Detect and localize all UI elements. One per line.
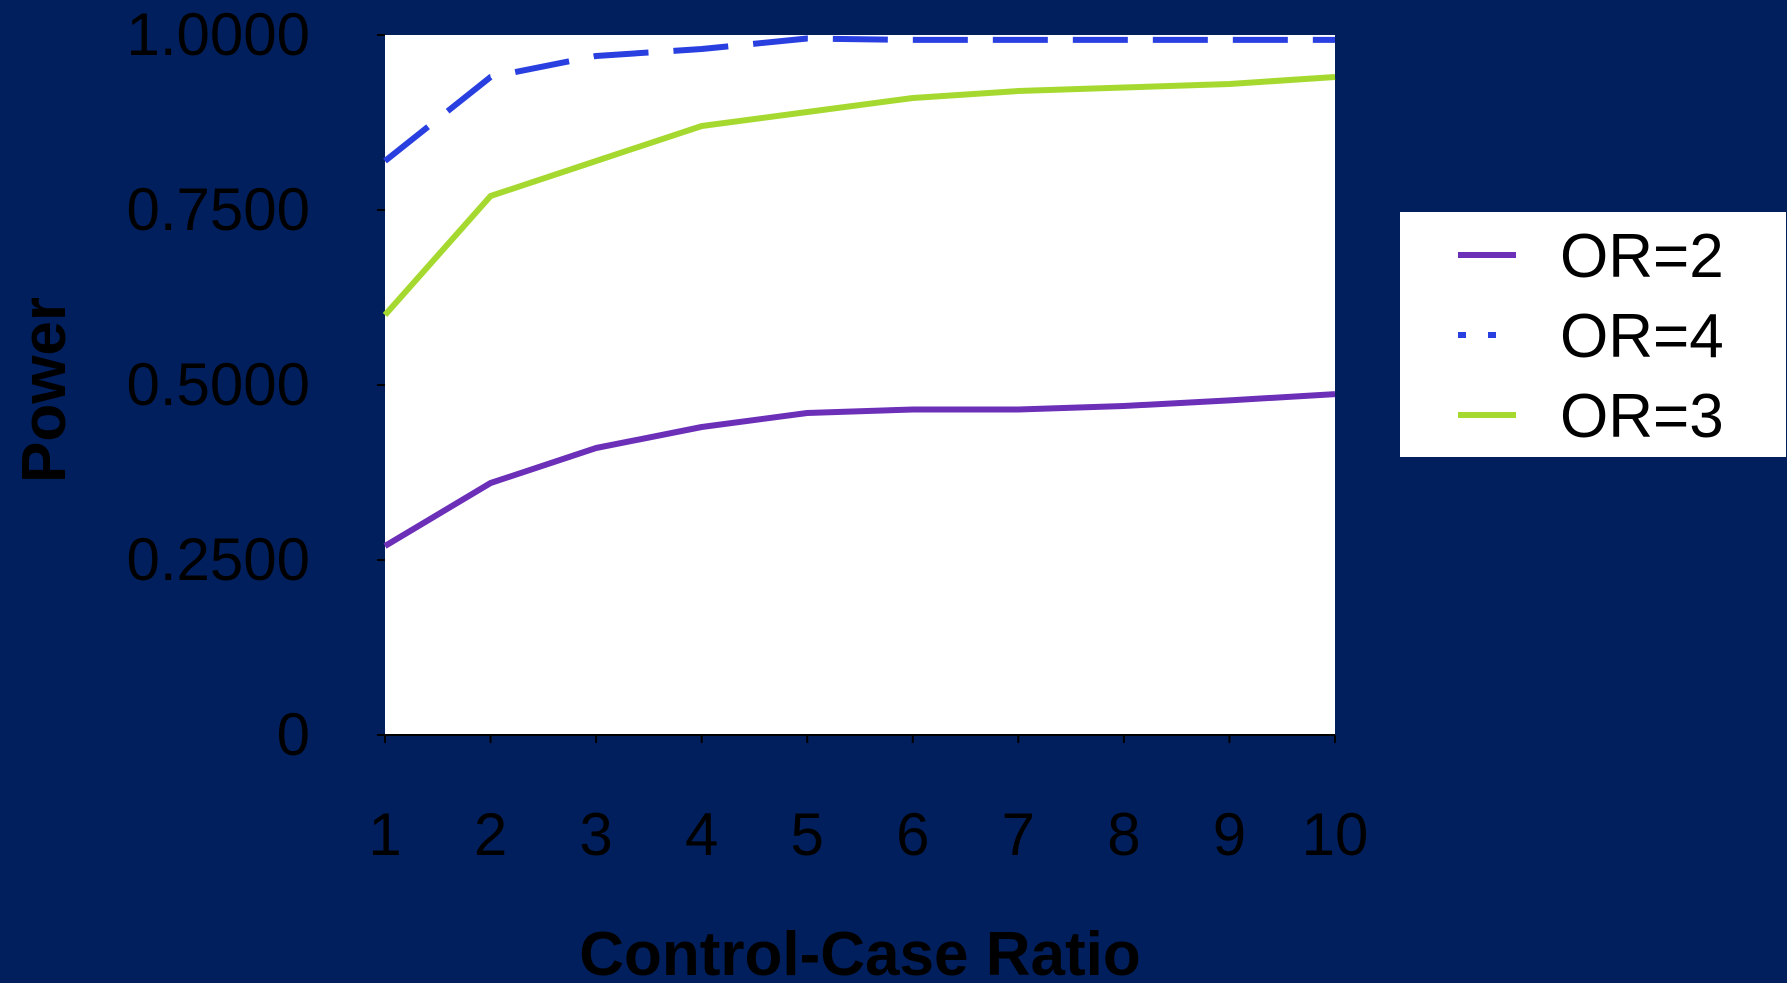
legend-label-or-2: OR=2 (1560, 222, 1724, 291)
x-tick-label: 1 (368, 801, 401, 868)
series-line-or-2 (383, 391, 1336, 549)
y-tick-label: 0.5000 (126, 351, 310, 418)
y-axis: 0 0.2500 0.5000 0.7500 1.0000 (126, 1, 385, 768)
y-tick-label: 0.2500 (126, 526, 310, 593)
x-tick-label: 2 (474, 801, 507, 868)
y-axis-title: Power (10, 297, 79, 483)
legend: OR=2 OR=4 OR=3 (1400, 212, 1786, 457)
x-tick-label: 10 (1302, 801, 1369, 868)
x-axis-title: Control-Case Ratio (579, 920, 1140, 978)
x-tick-label: 7 (1002, 801, 1035, 868)
y-tick-label: 0 (277, 701, 310, 768)
series-line-or-3 (382, 74, 1336, 317)
legend-label-or-4: OR=4 (1560, 302, 1724, 371)
x-tick-label: 8 (1107, 801, 1140, 868)
x-tick-label: 4 (685, 801, 718, 868)
y-tick-label: 1.0000 (126, 1, 310, 68)
y-tick-label: 0.7500 (126, 176, 310, 243)
x-tick-label: 9 (1213, 801, 1246, 868)
x-tick-label: 5 (791, 801, 824, 868)
x-axis: 1 2 3 4 5 6 7 8 9 10 (368, 734, 1369, 868)
series-layer (382, 35, 1336, 549)
plot-area (385, 35, 1335, 735)
x-tick-label: 6 (896, 801, 929, 868)
series-line-or-4 (383, 35, 1335, 164)
legend-label-or-3: OR=3 (1560, 382, 1724, 451)
x-tick-label: 3 (579, 801, 612, 868)
